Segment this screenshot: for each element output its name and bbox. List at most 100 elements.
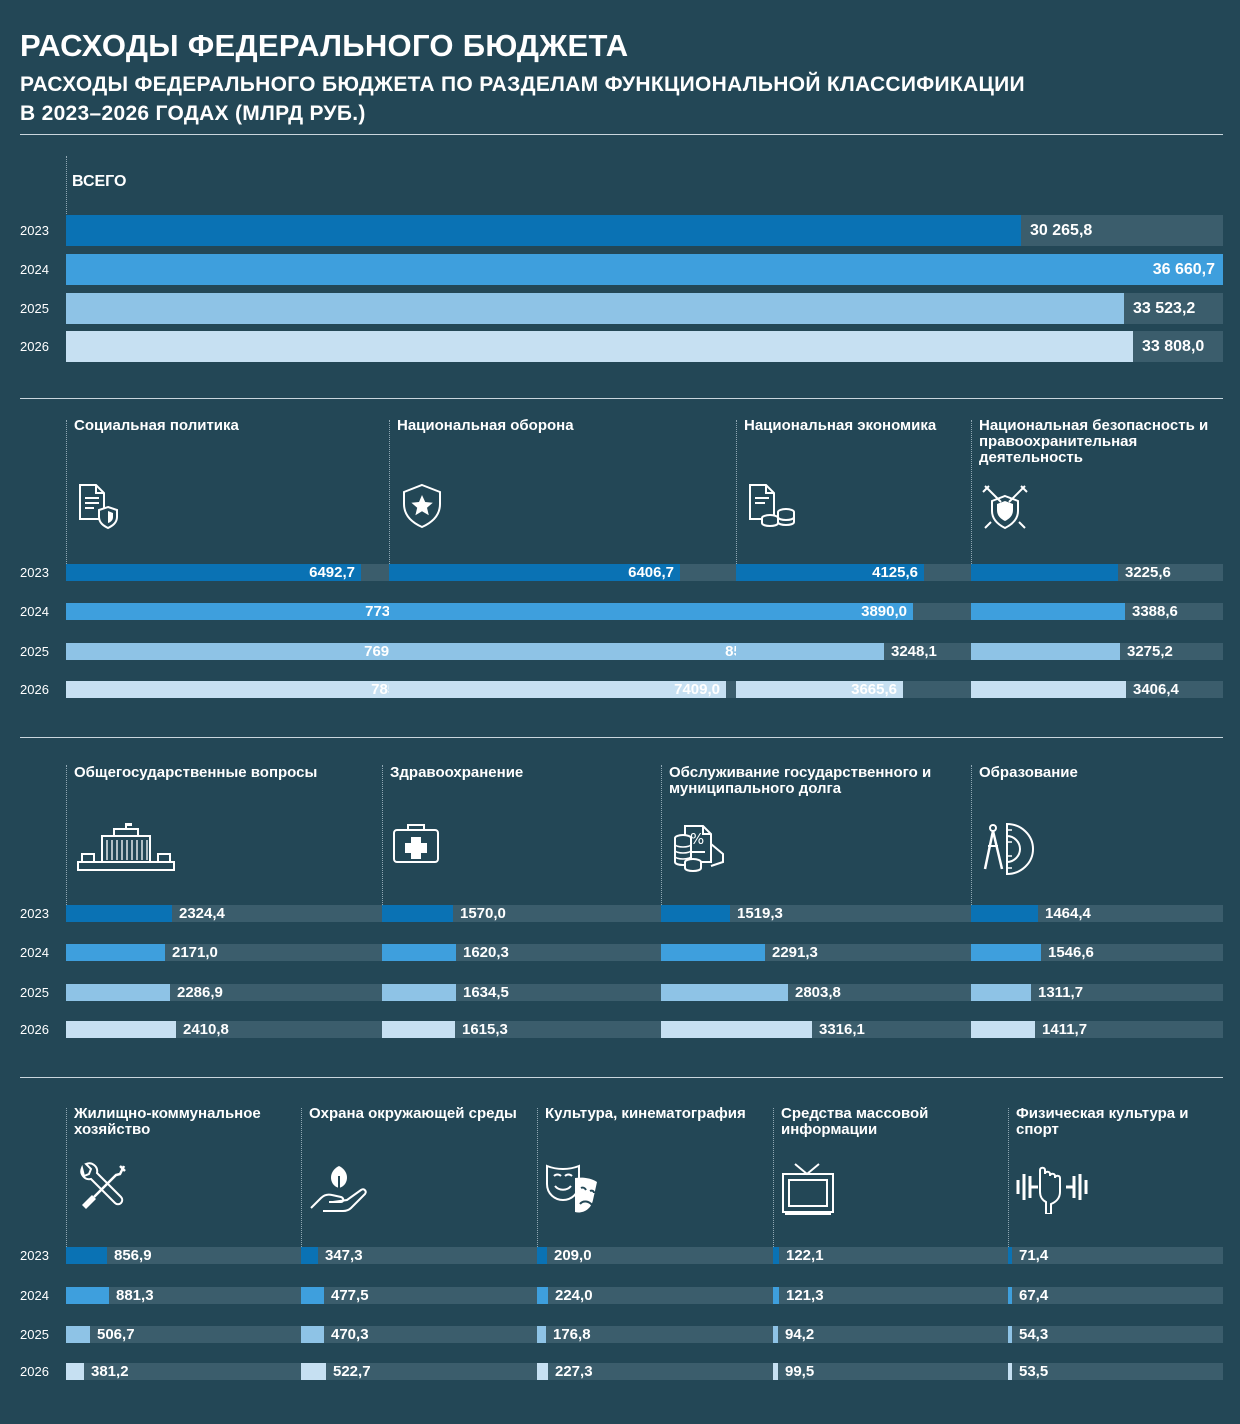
bar-2025 [537,1326,546,1343]
compass-protractor-icon [981,822,1037,876]
star-shield-icon [399,482,445,532]
bar-2026 [389,681,726,698]
bar-2026 [301,1363,326,1380]
year-label: 2026 [20,1022,49,1037]
value-label: 1615,3 [462,1021,508,1038]
bar-track [773,1363,1008,1380]
value-label: 122,1 [786,1247,824,1264]
bar-track [301,1363,537,1380]
svg-text:%: % [690,830,704,848]
bar-track [301,1247,537,1264]
value-label: 3388,6 [1132,603,1178,620]
value-label: 3890,0 [861,603,907,620]
column-divider [736,420,737,564]
value-label: 1311,7 [1038,984,1084,1001]
bar-2023 [66,1247,107,1264]
value-label: 506,7 [97,1326,135,1343]
bar-track [301,1326,537,1343]
total-title: ВСЕГО [72,173,127,190]
bar-2025 [66,643,416,660]
year-label: 2026 [20,339,49,354]
section-divider [20,134,1223,135]
year-label: 2024 [20,262,49,277]
bar-2026 [736,681,903,698]
theatre-masks-icon [545,1162,601,1216]
value-label: 6492,7 [309,564,355,581]
value-label: 6406,7 [628,564,674,581]
category-title: Физическая культура и спорт [1016,1105,1189,1138]
category-title: Общегосударственные вопросы [74,764,318,781]
value-label: 53,5 [1019,1363,1049,1380]
column-divider [66,765,67,905]
value-label: 477,5 [331,1287,369,1304]
column-divider [661,765,662,905]
value-label: 54,3 [1019,1326,1049,1343]
value-label: 224,0 [555,1287,593,1304]
value-label: 121,3 [786,1287,824,1304]
bar-2024 [301,1287,324,1304]
bar-2026 [971,1021,1035,1038]
bar-2024 [382,944,456,961]
bar-2023 [736,564,924,581]
bar-2026 [382,1021,455,1038]
bar-track [773,1247,1008,1264]
value-label: 1546,6 [1048,944,1094,961]
document-shield-icon [76,482,124,534]
value-label: 3406,4 [1133,681,1179,698]
value-label: 4125,6 [872,564,918,581]
bar-track [66,1287,301,1304]
value-label: 2324,4 [179,905,225,922]
value-label: 176,8 [553,1326,591,1343]
year-label: 2024 [20,604,49,619]
bar-2025 [66,1326,90,1343]
category-title: Обслуживание государственного и муниципа… [669,764,932,797]
year-label: 2023 [20,1248,49,1263]
value-label: 347,3 [325,1247,363,1264]
bar-track [1008,1287,1223,1304]
value-label: 381,2 [91,1363,129,1380]
column-divider [66,1108,67,1247]
value-label: 2291,3 [772,944,818,961]
column-divider [537,1108,538,1247]
bar-track [1008,1326,1223,1343]
total-bar [66,331,1133,362]
bar-2025 [971,643,1120,660]
total-bar [66,215,1021,246]
value-label: 2171,0 [172,944,218,961]
government-building-icon [76,822,176,872]
column-divider [971,420,972,564]
bar-2024 [1008,1287,1012,1304]
category-title: Культура, кинематография [545,1105,746,1122]
value-label: 1519,3 [737,905,783,922]
bar-track [661,905,971,922]
bar-track [537,1247,773,1264]
bar-2025 [736,643,884,660]
bar-track [773,1326,1008,1343]
section-divider [20,1077,1223,1078]
year-label: 2023 [20,223,49,238]
column-divider [301,1108,302,1247]
bar-2024 [971,944,1041,961]
year-label: 2025 [20,644,49,659]
year-label: 2023 [20,565,49,580]
total-value-label: 33 523,2 [1133,300,1196,317]
bar-2026 [773,1363,778,1380]
bar-track [537,1326,773,1343]
column-divider [66,420,67,564]
bar-2024 [66,1287,109,1304]
page-subtitle: РАСХОДЫ ФЕДЕРАЛЬНОГО БЮДЖЕТА ПО РАЗДЕЛАМ… [20,70,1025,128]
bar-2024 [661,944,765,961]
value-label: 1464,4 [1045,905,1091,922]
value-label: 1411,7 [1042,1021,1088,1038]
bar-2023 [661,905,730,922]
value-label: 3275,2 [1127,643,1173,660]
category-title: Охрана окружающей среды [309,1105,517,1122]
total-bar [66,293,1124,324]
category-title: Жилищно-коммунальное хозяйство [74,1105,261,1138]
bar-2024 [66,603,417,620]
section-divider [20,398,1223,399]
value-label: 71,4 [1019,1247,1049,1264]
bar-2023 [382,905,453,922]
value-label: 94,2 [785,1326,815,1343]
bar-2023 [971,905,1038,922]
